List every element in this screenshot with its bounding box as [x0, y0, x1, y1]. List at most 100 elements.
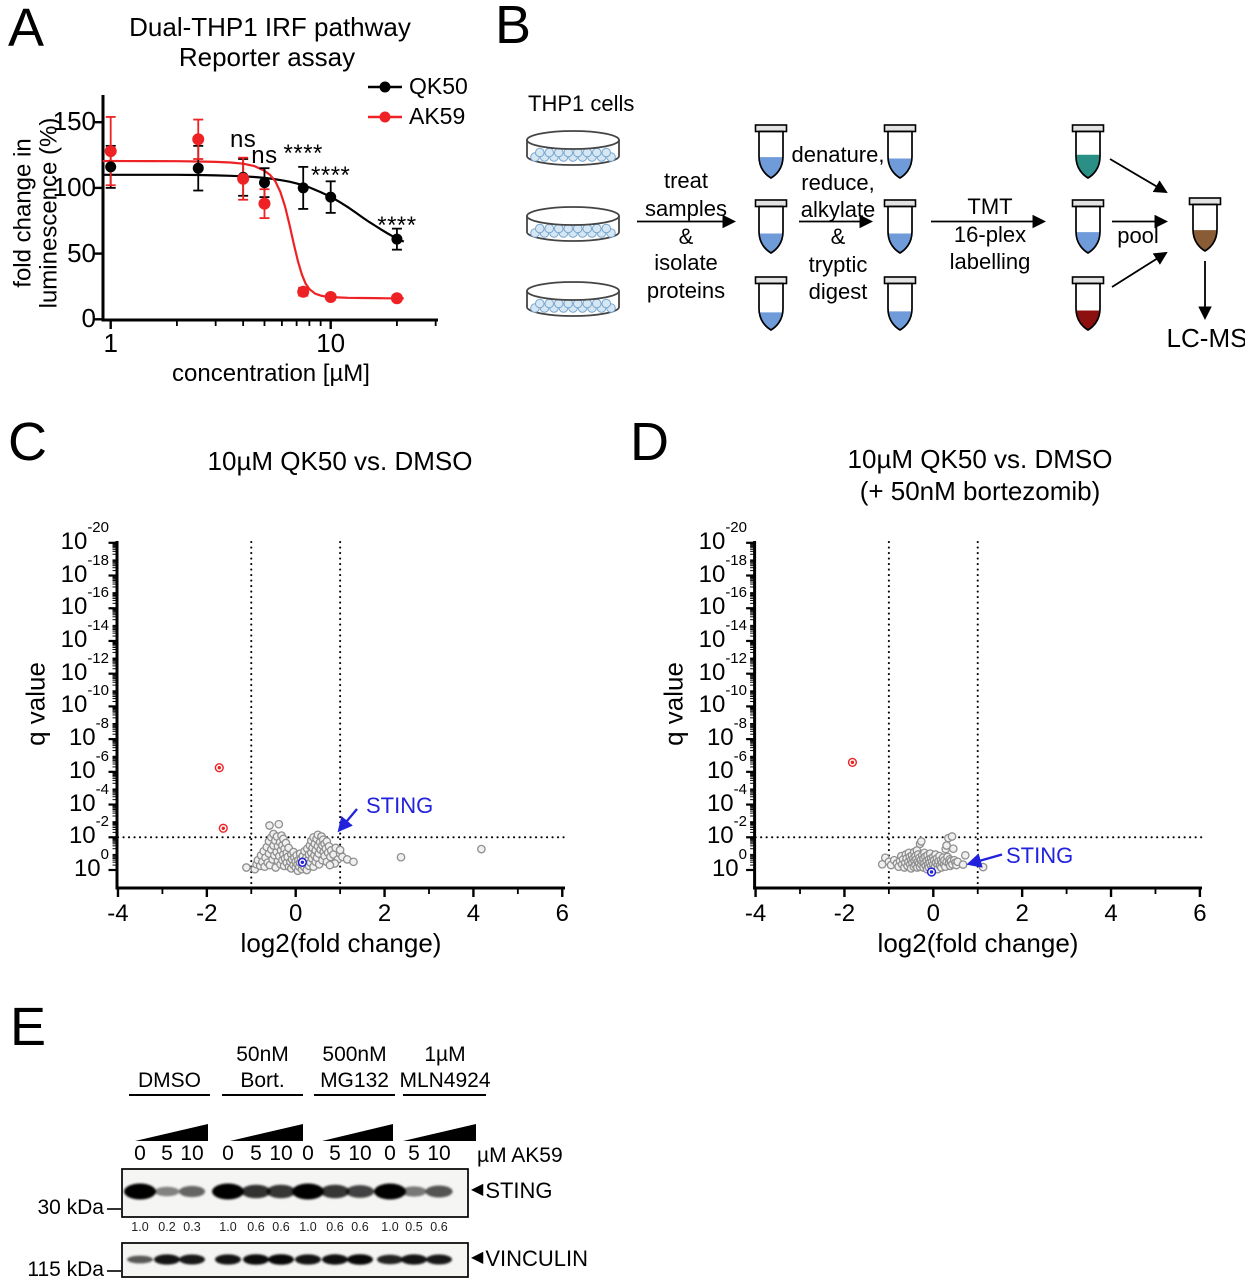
scatter-point: [947, 832, 957, 841]
a-data-point-qk50: [391, 233, 403, 245]
a-title-line1: Dual-THP1 IRF pathway: [129, 12, 411, 42]
a-x-axis-label: concentration [µM]: [172, 360, 370, 387]
a-legend-label-qk50: QK50: [409, 73, 468, 99]
a-significance-annotation: ns: [229, 125, 257, 153]
e-lane-dose-label: 10: [180, 1142, 204, 1165]
e-group-header: Bort.: [240, 1069, 285, 1092]
scatter-point: [958, 860, 968, 869]
y-tick-base: 10: [60, 527, 88, 555]
a-y-tick-label: 50: [67, 237, 96, 268]
panel-e-blots: [107, 1124, 476, 1278]
tube-outline: [1075, 282, 1101, 331]
e-quant-value: 1.0: [219, 1220, 237, 1234]
x-tick-label: 6: [555, 900, 569, 927]
e-lane-dose-label: 0: [222, 1142, 234, 1165]
tube-outline: [758, 130, 784, 179]
scatter-point: [960, 850, 970, 860]
vinculin-bands: [127, 1254, 452, 1265]
a-y-axis-label-line1: fold change in: [9, 138, 37, 288]
panel-b-label: B: [495, 0, 532, 55]
e-quant-value: 0.6: [247, 1220, 265, 1234]
vinculin-band: [377, 1254, 403, 1265]
b-lcms-label: LC-MS: [1166, 323, 1245, 353]
y-tick-exponent: 0: [100, 846, 109, 863]
x-tick-label: 6: [1193, 900, 1207, 927]
vinculin-band: [268, 1254, 294, 1265]
y-tick-exponent: -8: [95, 715, 109, 733]
e-sting-label-text: STING: [485, 1178, 553, 1203]
e-lane-dose-label: 0: [384, 1142, 396, 1165]
y-tick-base: 10: [706, 789, 734, 817]
cell-icon: [544, 147, 555, 158]
b-step-text: proteins: [646, 278, 726, 303]
a-data-point-qk50: [105, 161, 117, 173]
tube-cap: [1071, 124, 1105, 133]
a-curve-qk50: [102, 173, 405, 243]
sting-band: [374, 1183, 406, 1200]
e-vinculin-label-text: VINCULIN: [485, 1246, 588, 1271]
scatter-point: [274, 819, 284, 829]
sting-point-core: [300, 860, 305, 865]
a-data-point-ak59: [297, 285, 310, 298]
a-y-tick-label: 0: [81, 303, 96, 334]
b-step-text: labelling: [949, 249, 1031, 274]
e-vinculin-band-label: ◀ VINCULIN: [471, 1247, 588, 1270]
y-tick-exponent: -14: [87, 616, 109, 634]
tube-cap: [883, 199, 917, 208]
tube-outline: [1075, 205, 1101, 254]
vinculin-band: [215, 1254, 241, 1265]
pool-arrow-bottom: [1111, 251, 1168, 288]
cell-icon: [591, 223, 602, 234]
a-data-point-qk50: [192, 162, 204, 174]
e-lane-dose-label: 10: [269, 1142, 293, 1165]
y-tick-base: 10: [706, 822, 734, 850]
sting-band: [345, 1185, 375, 1198]
e-lane-dose-label: 5: [161, 1142, 173, 1165]
y-tick-base: 10: [711, 855, 739, 882]
dose-gradient-wedge-icon: [230, 1124, 303, 1141]
panel-a-plot: [94, 81, 438, 329]
sting-band: [425, 1185, 453, 1198]
petri-dish-rim: [526, 281, 620, 301]
sting-band: [154, 1186, 180, 1197]
sting-band: [178, 1185, 206, 1198]
y-tick-base: 10: [73, 855, 101, 882]
b-step-text: reduce,: [801, 170, 875, 195]
y-tick-exponent: -10: [725, 682, 747, 700]
c-sting-annotation-label: STING: [366, 793, 434, 818]
c-title: 10µM QK50 vs. DMSO: [207, 446, 473, 476]
petri-dish-rim: [526, 206, 620, 226]
tube-outline: [758, 205, 784, 254]
x-tick-label: -2: [196, 900, 218, 927]
y-tick-label: 10-12: [39, 650, 109, 686]
a-x-tick-label: 1: [103, 328, 118, 358]
vinculin-band: [295, 1254, 321, 1265]
tube-cap: [1188, 197, 1222, 206]
b-step-text: denature,: [791, 142, 885, 167]
y-tick-label: 10-20: [39, 519, 109, 555]
y-tick-label: 10-10: [677, 683, 747, 717]
a-data-point-ak59: [192, 133, 205, 146]
e-quant-value: 1.0: [131, 1220, 149, 1234]
e-quant-value: 0.2: [158, 1220, 176, 1234]
y-tick-label: 10-4: [677, 781, 747, 817]
vinculin-band: [243, 1254, 269, 1265]
a-data-point-qk50: [297, 182, 309, 194]
sting-arrow: [337, 808, 358, 833]
panel-c-plot: [108, 540, 567, 897]
tube-liquid: [759, 312, 783, 330]
y-tick-base: 10: [60, 658, 88, 686]
y-tick-label: 10-2: [677, 814, 747, 850]
tube-liquid: [1076, 310, 1100, 330]
y-tick-base: 10: [698, 560, 726, 588]
sting-arrow: [966, 853, 1003, 868]
a-data-point-ak59: [258, 197, 271, 210]
panel-a-label: A: [8, 0, 45, 58]
d-sting-annotation-label: STING: [1006, 843, 1074, 868]
y-tick-base: 10: [60, 560, 88, 588]
e-115kda-marker-label: 115 kDa: [27, 1258, 104, 1280]
a-y-tick-label: 150: [52, 106, 96, 137]
e-sting-band-label: ◀ STING: [471, 1179, 553, 1202]
